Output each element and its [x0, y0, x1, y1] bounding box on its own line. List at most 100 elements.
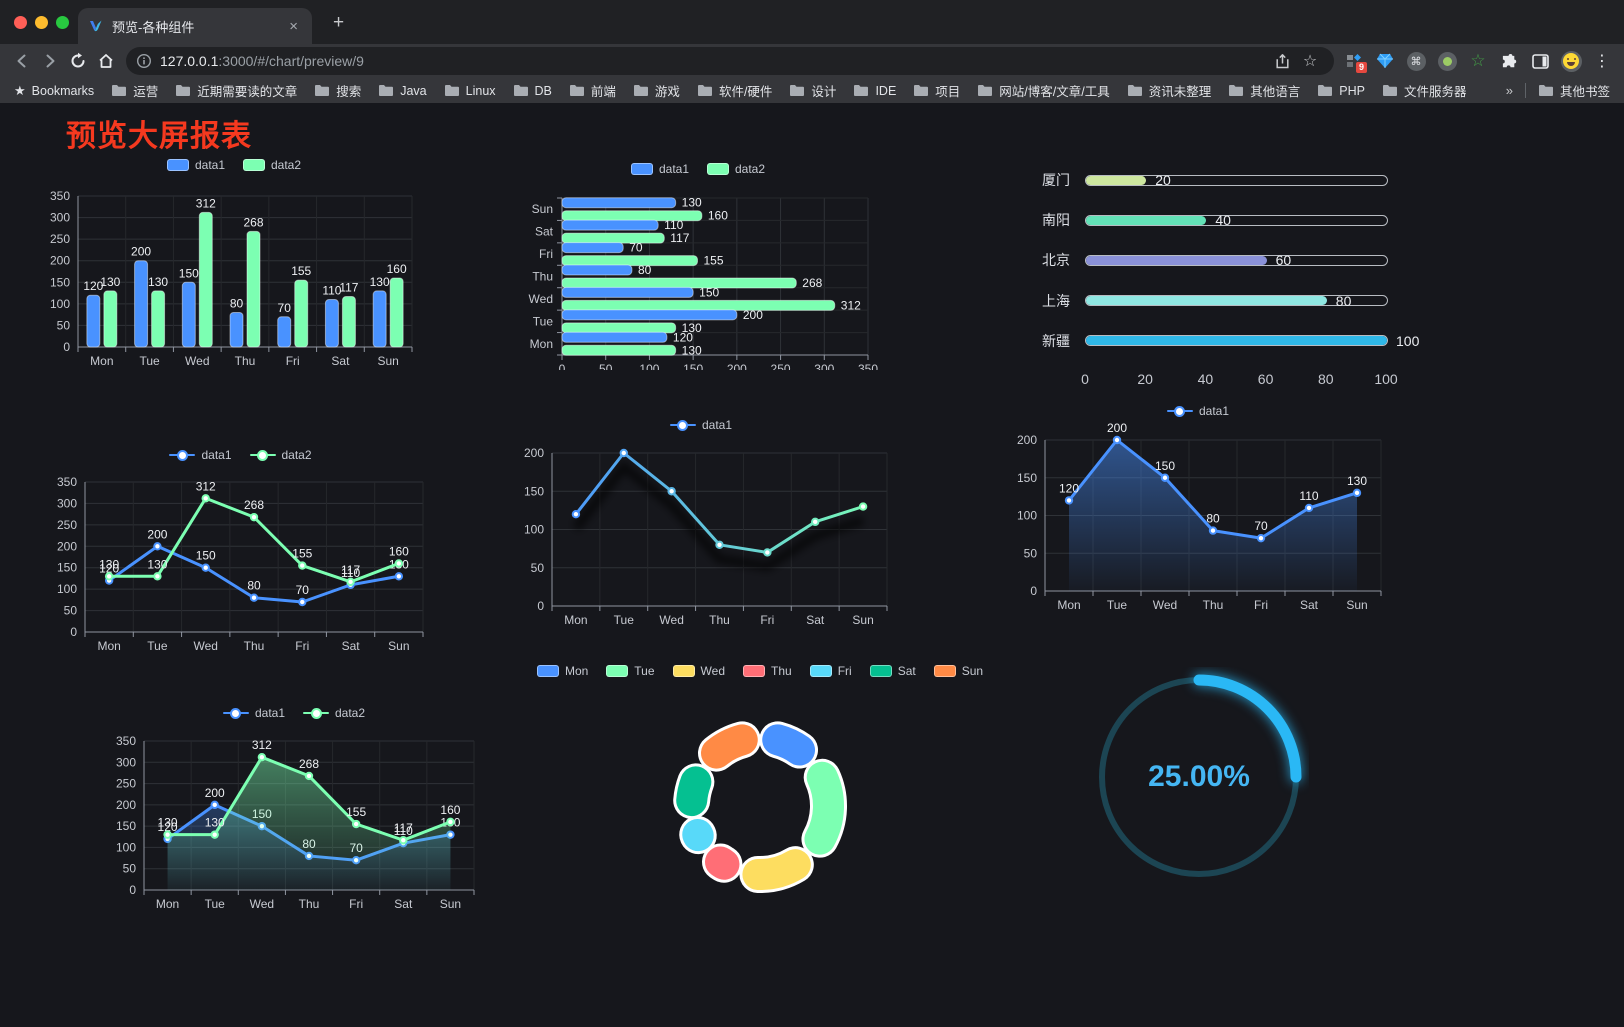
horizontal-bar-chart[interactable]: data1 data2 0 50 100 150 200 250 300 350 Sun 130 160…: [512, 152, 884, 370]
hbar-data2-Fri[interactable]: [561, 255, 699, 267]
home-icon[interactable]: [92, 47, 120, 75]
bar-data2-Thu[interactable]: [246, 230, 261, 348]
legend-item-data1[interactable]: data1: [169, 448, 232, 462]
chart-canvas[interactable]: 0 50 100 150 200 Mon Tue Wed Thu Fri Sat Sun 120 200 1…: [1008, 401, 1388, 613]
bar-data1-Tue[interactable]: [134, 260, 149, 348]
progress-bar-chart[interactable]: 厦门 20 南阳 40 北京 60 上海 80 新疆 100 0 20 40 60 80 100: [1000, 158, 1419, 393]
share-icon[interactable]: [1268, 47, 1296, 75]
donut-canvas[interactable]: [660, 699, 860, 915]
bar-data1-Wed[interactable]: [181, 281, 196, 348]
browser-menu-icon[interactable]: ⋮: [1594, 53, 1610, 70]
address-bar[interactable]: 127.0.0.1:3000/#/chart/preview/9 ☆: [126, 47, 1334, 75]
side-panel-icon[interactable]: [1526, 47, 1554, 75]
other-bookmarks-item[interactable]: 其他书签: [1538, 81, 1610, 100]
legend-item-data1[interactable]: data1: [669, 418, 732, 432]
bar-data2-Mon[interactable]: [103, 290, 118, 348]
gauge-chart[interactable]: 25.00%: [1089, 667, 1309, 887]
donut-slice-Tue[interactable]: [804, 761, 844, 855]
legend-item-data1[interactable]: data1: [1166, 404, 1229, 418]
bookmark-folder-item[interactable]: 设计: [789, 81, 836, 100]
bookmark-folder-item[interactable]: PHP: [1317, 84, 1365, 98]
chart-canvas[interactable]: 0 50 100 150 200 250 300 350 Mon Tue Wed Thu Fri Sat S…: [45, 148, 423, 366]
legend-item-Thu[interactable]: Thu: [743, 664, 792, 678]
bar-data2-Sun[interactable]: [389, 277, 404, 348]
hbar-data1-Sat[interactable]: [561, 219, 659, 231]
forward-icon[interactable]: [36, 47, 64, 75]
donut-slice-Sun[interactable]: [701, 724, 758, 769]
bookmark-folder-item[interactable]: 运营: [111, 81, 158, 100]
extension-record-icon[interactable]: [1433, 47, 1461, 75]
donut-slice-Sat[interactable]: [676, 766, 712, 817]
minimize-window-button[interactable]: [35, 16, 48, 29]
extension-grid-icon[interactable]: 9: [1340, 47, 1368, 75]
hbar-data2-Sat[interactable]: [561, 232, 665, 244]
donut-slice-Thu[interactable]: [704, 846, 740, 880]
extensions-puzzle-icon[interactable]: [1495, 47, 1523, 75]
bookmark-folder-item[interactable]: 其他语言: [1228, 81, 1300, 100]
two-series-line-chart[interactable]: data1 data2 0 50 100 150 200 250 300 350 Mon Tue Wed…: [48, 446, 433, 660]
two-series-area-chart[interactable]: data1 data2 0 50 100 150 200 250 300 350 Mon Tue Wed…: [105, 700, 483, 917]
legend-item-data1[interactable]: data1: [222, 706, 285, 720]
legend-item-Wed[interactable]: Wed: [672, 664, 725, 678]
reload-icon[interactable]: [64, 47, 92, 75]
bookmark-folder-item[interactable]: 文件服务器: [1382, 81, 1466, 100]
bar-data1-Mon[interactable]: [86, 294, 101, 348]
donut-slice-Wed[interactable]: [742, 849, 811, 890]
bookmark-folder-item[interactable]: 搜索: [314, 81, 361, 100]
legend-item-Sat[interactable]: Sat: [869, 664, 916, 678]
bookmark-folder-item[interactable]: 软件/硬件: [697, 81, 772, 100]
donut-slice-Fri[interactable]: [682, 819, 714, 852]
hbar-data1-Tue[interactable]: [561, 309, 738, 321]
bar-data2-Fri[interactable]: [294, 279, 309, 348]
bookmark-folder-item[interactable]: 游戏: [633, 81, 680, 100]
bar-data1-Sat[interactable]: [324, 299, 339, 348]
legend-item-Sun[interactable]: Sun: [933, 664, 983, 678]
bookmarks-overflow-chevron[interactable]: »: [1505, 83, 1513, 98]
legend-item-data2[interactable]: data2: [243, 158, 301, 172]
hbar-data1-Wed[interactable]: [561, 286, 694, 298]
legend-item-Tue[interactable]: Tue: [606, 664, 655, 678]
site-info-icon[interactable]: [136, 53, 152, 69]
bar-data1-Thu[interactable]: [229, 311, 244, 348]
hbar-data1-Fri[interactable]: [561, 242, 624, 254]
bar-data2-Sat[interactable]: [341, 296, 356, 348]
bar-data1-Fri[interactable]: [277, 316, 292, 348]
tab-close-icon[interactable]: ×: [289, 17, 298, 35]
hbar-data2-Mon[interactable]: [561, 344, 677, 356]
chart-canvas[interactable]: 0 50 100 150 200 250 300 350 Mon Tue Wed Thu Fri Sat S…: [105, 700, 483, 917]
bookmark-folder-item[interactable]: DB: [513, 84, 552, 98]
area-line-chart[interactable]: data1 0 50 100 150 200 Mon Tue Wed Thu Fri Sat Sun 12…: [1008, 401, 1388, 613]
bookmark-folder-item[interactable]: Linux: [444, 84, 496, 98]
zoom-window-button[interactable]: [56, 16, 69, 29]
extension-green-star-icon[interactable]: ☆: [1470, 51, 1486, 70]
hbar-data2-Wed[interactable]: [561, 299, 836, 311]
legend-item-data2[interactable]: data2: [303, 706, 365, 720]
bookmark-folder-item[interactable]: IDE: [853, 84, 896, 98]
legend-item-data1[interactable]: data1: [166, 158, 225, 172]
bar-data1-Sun[interactable]: [372, 290, 387, 348]
bookmark-folder-item[interactable]: 近期需要读的文章: [175, 81, 297, 100]
extension-gem-icon[interactable]: [1371, 47, 1399, 75]
bookmark-folder-item[interactable]: Java: [378, 84, 427, 98]
bookmark-folder-item[interactable]: 前端: [569, 81, 616, 100]
grouped-bar-chart[interactable]: data1 data2 0 50 100 150 200 250 300 350 Mon Tue Wed…: [45, 148, 423, 366]
legend-item-data2[interactable]: data2: [707, 162, 765, 176]
bookmark-folder-item[interactable]: 资讯未整理: [1127, 81, 1211, 100]
legend-item-Fri[interactable]: Fri: [809, 664, 852, 678]
gauge-canvas[interactable]: [1089, 667, 1309, 887]
back-icon[interactable]: [8, 47, 36, 75]
bookmark-folder-item[interactable]: 网站/博客/文章/工具: [977, 81, 1110, 100]
legend-item-Mon[interactable]: Mon: [536, 664, 588, 678]
hbar-data1-Mon[interactable]: [561, 331, 668, 343]
hbar-data2-Tue[interactable]: [561, 322, 677, 334]
gradient-line-chart[interactable]: data1 0 50 100 150 200 Mon Tue Wed Thu Fri Sat Sun: [510, 413, 892, 625]
extension-command-icon[interactable]: ⌘: [1402, 47, 1430, 75]
hbar-data2-Thu[interactable]: [561, 277, 797, 289]
donut-chart[interactable]: [660, 699, 860, 915]
bookmark-folder-item[interactable]: 项目: [913, 81, 960, 100]
browser-tab[interactable]: 预览-各种组件 ×: [78, 8, 312, 44]
chart-canvas[interactable]: 0 50 100 150 200 Mon Tue Wed Thu Fri Sat Sun: [510, 413, 892, 625]
bookmarks-manager-item[interactable]: ★ Bookmarks: [14, 83, 94, 99]
bookmark-star-icon[interactable]: ☆: [1302, 53, 1318, 70]
